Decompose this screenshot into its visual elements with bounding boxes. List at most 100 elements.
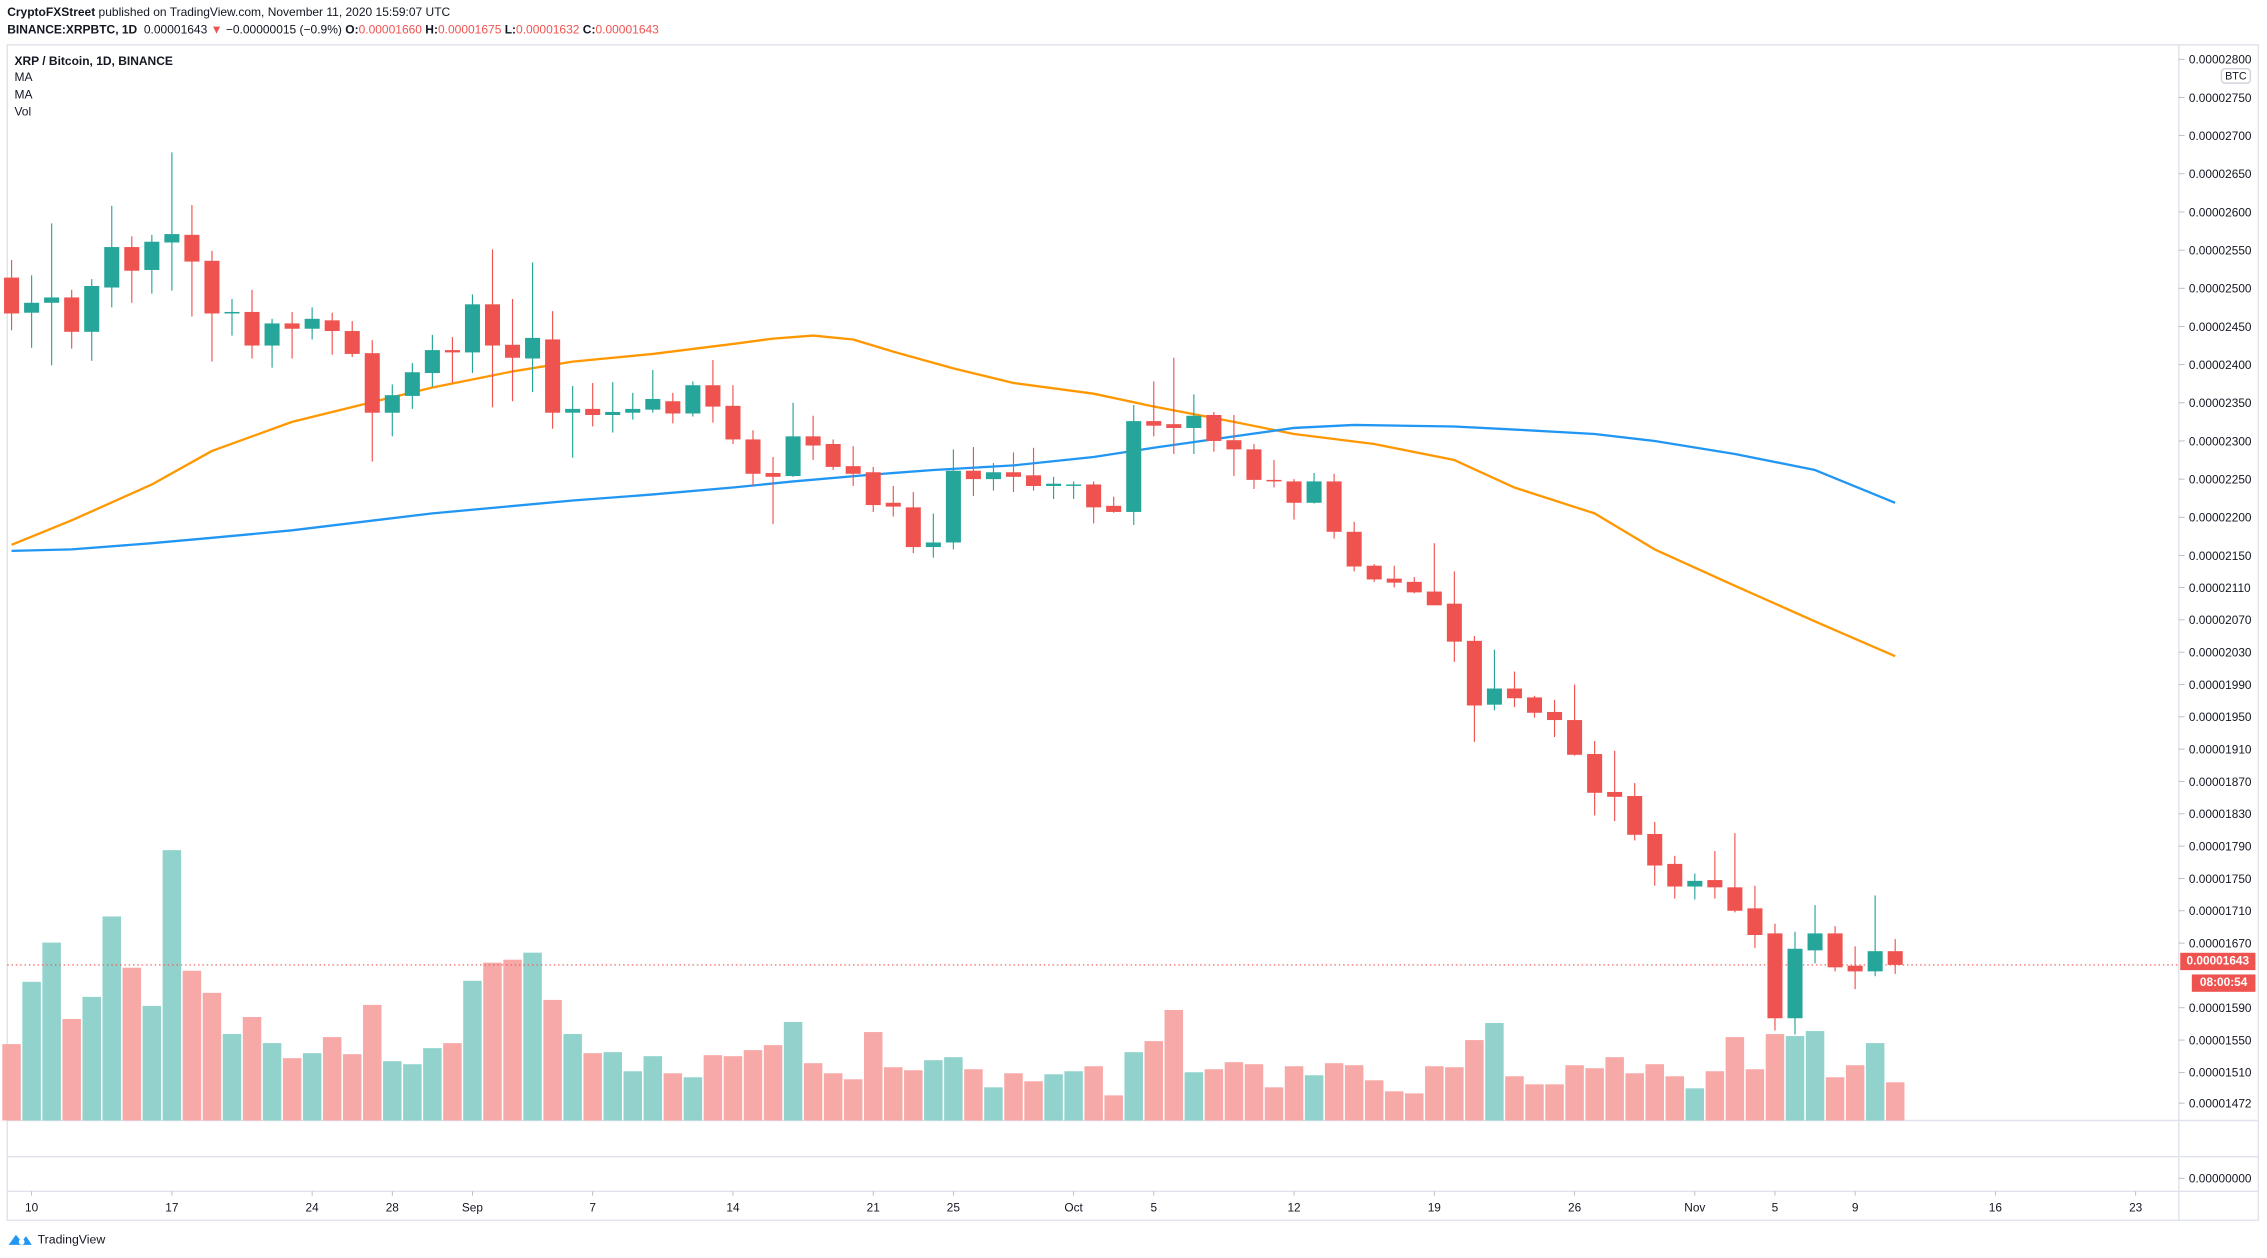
candle-body	[865, 472, 881, 506]
candle-body	[444, 350, 460, 353]
candle-body	[484, 304, 501, 346]
candle-body	[84, 285, 100, 332]
candle-body	[1667, 863, 1683, 887]
candle	[44, 223, 60, 366]
price-tick-label: 0.00002250	[2189, 472, 2252, 486]
candle-body	[845, 466, 861, 474]
candle-body	[1506, 688, 1522, 699]
candle-body	[124, 247, 140, 271]
date-tick-label: 25	[947, 1201, 961, 1215]
volume-bar	[22, 981, 41, 1121]
candle	[1647, 821, 1663, 886]
volume-bar	[503, 959, 522, 1121]
volume-bar	[1405, 1093, 1424, 1121]
volume-bar	[964, 1069, 983, 1121]
volume-bar	[1685, 1088, 1705, 1121]
candle	[1226, 414, 1242, 477]
candle-body	[404, 372, 420, 396]
open-value: 0.00001660	[358, 21, 422, 37]
candle-body	[805, 436, 821, 446]
candle	[84, 279, 100, 361]
price-tick-label: 0.00001670	[2189, 936, 2252, 950]
candle-body	[1747, 908, 1763, 936]
volume-pane-axis: 0.00000000	[2178, 1172, 2252, 1186]
candle-body	[1046, 483, 1062, 486]
volume-bar	[1004, 1073, 1023, 1121]
date-tick-label: 5	[1150, 1201, 1157, 1215]
candle	[725, 385, 741, 445]
legend-ma-fast[interactable]: MA	[14, 69, 33, 84]
candle	[1486, 649, 1502, 711]
volume-bar	[763, 1045, 783, 1121]
candle	[1166, 357, 1182, 454]
currency-badge[interactable]: BTC	[2220, 67, 2252, 84]
volume-bar	[1665, 1076, 1685, 1121]
volume-bar	[1244, 1064, 1264, 1121]
candle-body	[224, 311, 240, 314]
tradingview-logo[interactable]: TradingView	[7, 1230, 105, 1246]
candle-body	[725, 405, 741, 440]
volume-bar	[162, 850, 182, 1121]
price-tick-label: 0.00002750	[2189, 91, 2252, 105]
volume-bar	[1885, 1082, 1905, 1121]
legend-volume[interactable]: Vol	[14, 104, 32, 119]
price-tick-label: 0.00001870	[2189, 775, 2252, 789]
volume-bar	[1304, 1075, 1324, 1121]
candle	[745, 430, 761, 486]
volume-bar	[363, 1004, 382, 1121]
legend-ma-slow[interactable]: MA	[14, 86, 33, 102]
volume-bar	[843, 1079, 863, 1121]
candle	[1707, 850, 1723, 899]
candle	[404, 363, 420, 409]
candle	[945, 449, 961, 550]
volume-bar	[623, 1071, 643, 1121]
candle	[264, 318, 280, 368]
candle-body	[1406, 581, 1422, 593]
date-tick-label: 28	[386, 1201, 400, 1215]
candle-body	[1867, 951, 1883, 972]
candle	[1587, 741, 1603, 816]
date-tick-label: 26	[1568, 1201, 1582, 1215]
candle-body	[1306, 481, 1322, 503]
candle	[1206, 411, 1222, 452]
candle	[1607, 750, 1623, 822]
price-tick-label: 0.00001990	[2189, 678, 2252, 692]
volume-bar	[863, 1032, 883, 1121]
date-tick-label: Nov	[1684, 1201, 1705, 1215]
volume-bar	[924, 1060, 943, 1121]
candle	[1446, 571, 1462, 662]
price-tick-label: 0.00002110	[2189, 581, 2251, 595]
candle-body	[1847, 965, 1863, 972]
candle	[605, 382, 621, 433]
author-name[interactable]: CryptoFXStreet	[7, 4, 96, 19]
candle-body	[324, 320, 340, 332]
date-tick-label: Sep	[462, 1201, 483, 1215]
candle	[364, 340, 380, 462]
volume-bar	[102, 916, 122, 1121]
volume-bar	[723, 1056, 743, 1121]
date-tick-label: 12	[1287, 1201, 1300, 1215]
candle-body	[1346, 531, 1362, 567]
candle-body	[585, 408, 601, 415]
candle-body	[625, 408, 641, 413]
volume-bar	[1865, 1043, 1885, 1121]
candle	[565, 385, 581, 458]
price-tick-label: 0.00002450	[2189, 320, 2252, 334]
symbol-label: BINANCE:XRPBTC, 1D	[7, 21, 138, 37]
volume-bar	[82, 996, 101, 1121]
candle-body	[1767, 933, 1783, 1019]
candle-body	[1567, 720, 1583, 755]
price-tick-label: 0.00002700	[2189, 129, 2252, 143]
candle	[925, 513, 941, 558]
time-axis[interactable]: 10 17 24 28 Sep 7 14 21 25 Oct 5 12 19 26 Nov 5 9 16 23	[25, 1191, 2143, 1215]
candle-body	[1466, 640, 1482, 706]
candle	[124, 236, 140, 303]
volume-bar	[1825, 1077, 1845, 1121]
candle	[304, 307, 320, 340]
candle-body	[304, 318, 320, 329]
volume-bar	[703, 1055, 723, 1121]
last-price: 0.00001643	[143, 21, 208, 37]
price-axis[interactable]: 0.00002800 0.00002750 0.00002700 0.00002650…	[2178, 53, 2252, 1111]
candle	[1547, 699, 1563, 738]
